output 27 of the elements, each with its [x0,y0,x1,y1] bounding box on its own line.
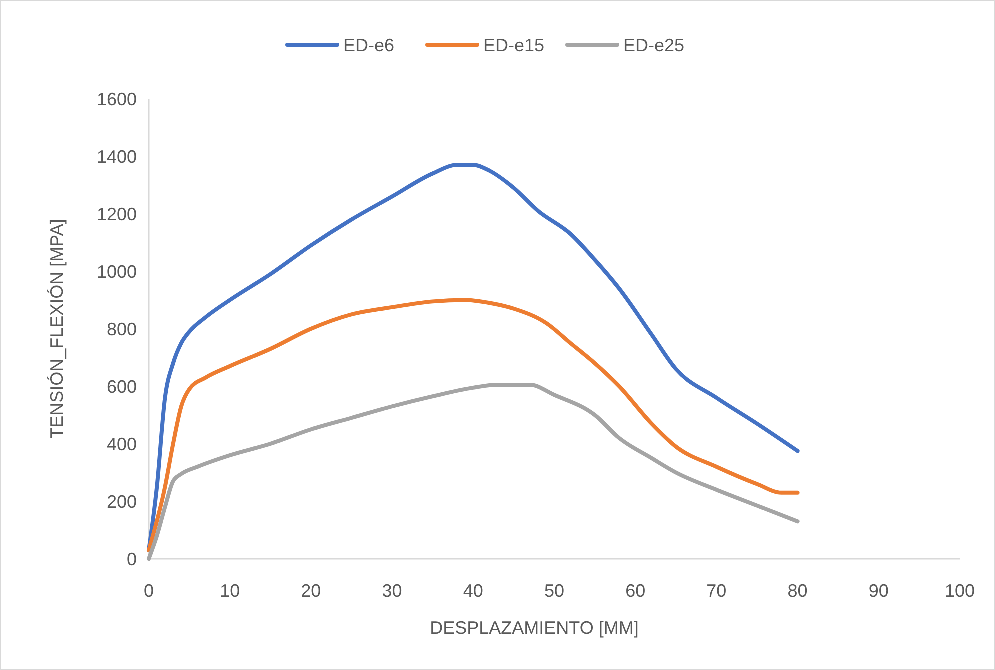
line-series [147,298,800,552]
x-tick-label: 90 [868,581,889,601]
x-tick-label: 80 [788,581,808,601]
x-tick-label: 40 [463,581,484,601]
y-tick-label: 800 [106,319,137,340]
y-tick-label: 0 [126,549,137,570]
legend-label: ED-e25 [624,35,685,56]
y-tick-label: 1600 [96,89,137,110]
x-tick-label: 20 [301,581,322,601]
x-tick-label: 50 [544,581,565,601]
x-tick-label: 70 [706,581,727,601]
y-tick-label: 1400 [96,146,137,167]
y-tick-label: 400 [106,434,137,454]
line-series [147,383,800,561]
y-axis-title: TENSIÓN_FLEXIÓN [MPA] [47,219,67,439]
x-tick-label: 30 [382,581,402,601]
y-tick-label: 600 [106,376,137,397]
y-tick-label: 1200 [96,204,137,224]
x-axis-title: DESPLAZAMIENTO [MM] [430,618,639,638]
x-tick-label: 60 [626,581,646,601]
x-tick-label: 10 [220,581,240,601]
legend-label: ED-e15 [484,35,545,56]
legend-label: ED-e6 [344,35,395,56]
x-tick-label: 100 [944,581,976,601]
y-tick-label: 1000 [96,262,137,282]
x-tick-label: 0 [144,581,154,601]
y-tick-label: 200 [106,492,137,512]
